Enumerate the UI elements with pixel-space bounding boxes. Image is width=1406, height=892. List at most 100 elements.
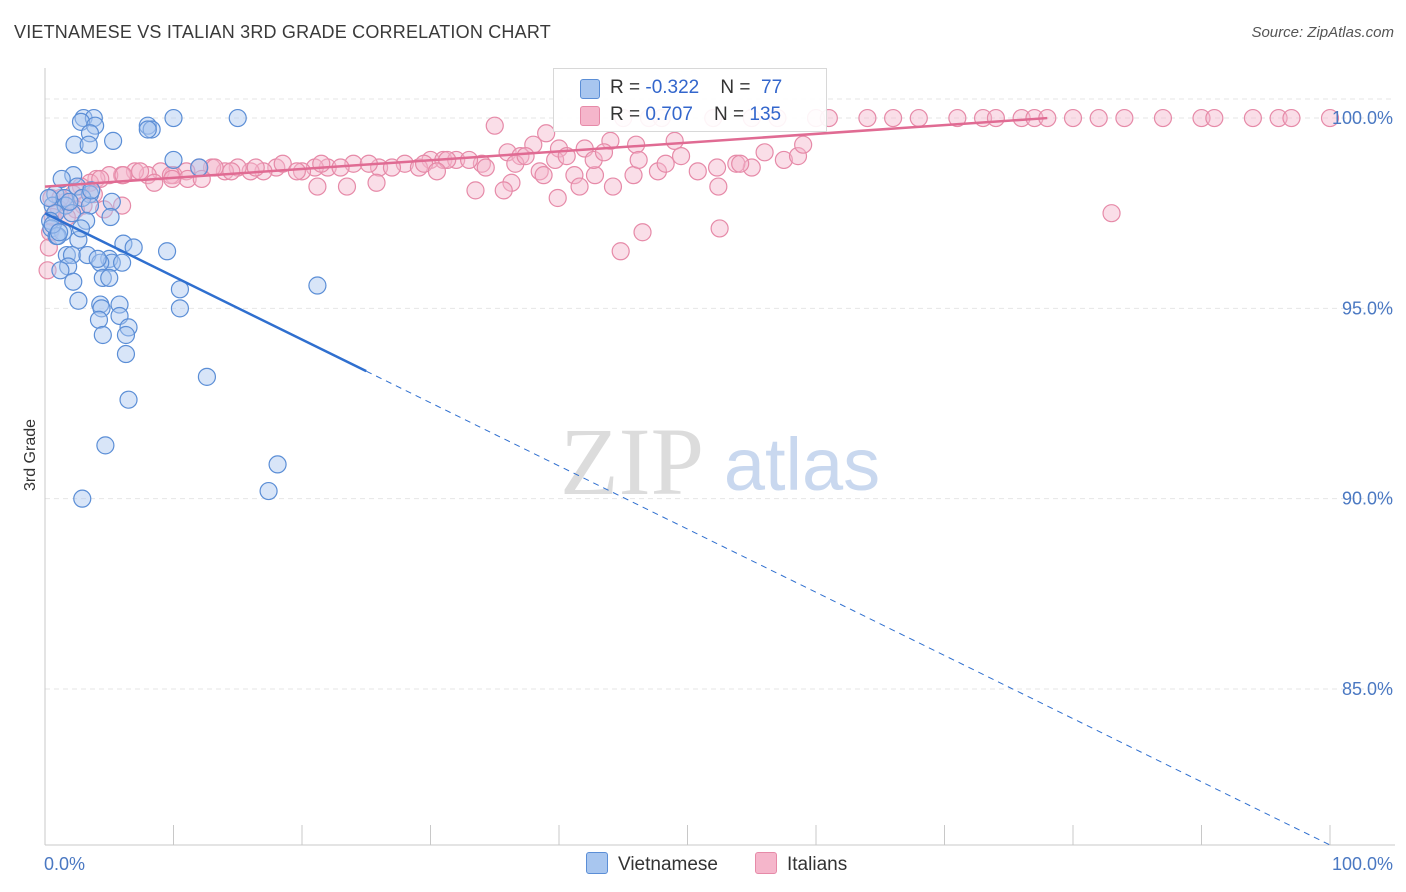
italian-point [308,177,327,196]
italian-point [948,108,967,128]
italian-point [178,169,197,189]
r-value: -0.322 [645,77,700,98]
italian-point [1243,108,1263,128]
vietnamese-point [52,169,71,189]
axis-labels: 100.0% 95.0% 90.0% 85.0% 0.0% 100.0% 3rd Grade [22,108,1393,874]
n-label: N = [720,77,756,98]
italian-point [909,108,928,128]
watermark: ZIP atlas [560,408,880,515]
italian-point [273,154,292,173]
italian-point [584,150,603,170]
correlation-legend: R = -0.322 N = 77 R = 0.707 N = 135 [553,68,827,132]
italian-point [585,166,605,185]
n-value: 135 [749,104,782,125]
watermark-atlas: atlas [724,423,880,506]
italian-point [222,162,241,181]
legend-swatch-blue [586,852,608,874]
italian-trend-line [44,116,1048,188]
italian-point [476,158,495,177]
vietnamese-point [164,150,183,170]
vietnamese-point [69,291,88,310]
vietnamese-point [89,310,109,329]
italian-point [1192,108,1211,128]
italian-point [548,188,567,208]
vietnamese-point [142,120,161,139]
vietnamese-point [101,207,120,227]
italian-point [1089,108,1108,128]
vietnamese-point [268,455,287,474]
legend-label-italians: Italians [787,854,848,875]
italian-point [466,181,485,200]
italian-point [858,108,877,128]
italian-point [287,162,306,181]
italian-point [312,154,331,173]
italian-point [570,177,589,196]
italian-point [633,223,652,242]
italian-point [537,124,556,143]
chart-title: VIETNAMESE VS ITALIAN 3RD GRADE CORRELAT… [14,22,551,42]
italian-point [624,166,643,185]
italian-point [1102,204,1121,223]
source-label: Source: ZipAtlas.com [1251,24,1394,41]
y-tick-label: 85.0% [1342,679,1393,699]
italian-point [1282,108,1301,128]
vietnamese-trend-extension [366,370,1331,846]
italian-point [986,108,1006,128]
series-italians [38,108,1340,280]
y-axis-label: 3rd Grade [22,419,39,491]
legend-swatch-pink [755,852,777,874]
r-label: R = [610,77,646,98]
y-tick-label: 100.0% [1332,108,1393,128]
italian-point [648,162,668,181]
vietnamese-point [82,181,101,200]
italian-point [565,166,584,185]
italian-point [710,219,729,238]
italian-point [367,173,386,192]
italian-point [629,150,648,170]
italian-point [427,162,447,181]
vietnamese-point [65,135,84,154]
legend-text: R = -0.322 N = 77 [610,77,782,99]
vietnamese-point [88,249,107,268]
vietnamese-point [96,436,115,455]
bottom-legend-vietnamese: Vietnamese [586,852,718,876]
vietnamese-point [112,253,132,272]
italian-point [1205,108,1224,128]
italian-point [494,181,513,200]
n-label: N = [714,104,750,125]
vietnamese-point [62,245,82,265]
italian-point [788,147,808,166]
italian-point [95,200,114,219]
italian-point [755,143,774,162]
italian-point [112,196,132,215]
italian-point [742,158,761,177]
legend-swatch-pink [580,106,600,126]
italian-point [1153,108,1173,128]
vietnamese-point [39,188,58,208]
italian-point [774,150,793,170]
vietnamese-point [259,481,278,501]
watermark-zip: ZIP [560,408,704,515]
vietnamese-point [116,344,136,364]
vietnamese-point [104,131,123,150]
vietnamese-point [102,192,121,211]
vietnamese-point [190,158,209,177]
italian-point [145,173,164,192]
n-value: 77 [761,77,783,98]
x-tick-label-max: 100.0% [1332,854,1393,874]
r-value: 0.707 [645,104,693,125]
italian-point [337,177,357,196]
italian-point [485,116,504,135]
legend-text: R = 0.707 N = 135 [610,104,781,126]
italian-point [534,166,553,185]
italian-point [38,261,57,280]
vietnamese-point [157,242,177,261]
legend-swatch-blue [580,79,600,99]
italian-point [671,147,691,166]
italian-point [1115,108,1134,128]
vietnamese-point [93,325,112,345]
italian-point [459,150,479,170]
italian-point [709,177,728,196]
italian-point [707,158,727,177]
